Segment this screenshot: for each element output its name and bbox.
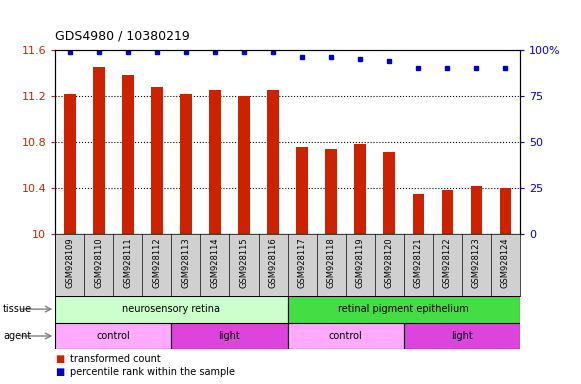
Text: GSM928118: GSM928118 bbox=[327, 237, 336, 288]
Bar bbox=[354, 144, 366, 234]
Bar bbox=[93, 67, 105, 234]
Text: GSM928116: GSM928116 bbox=[268, 237, 278, 288]
Text: GSM928115: GSM928115 bbox=[239, 237, 249, 288]
Bar bbox=[171, 323, 288, 349]
Text: GSM928119: GSM928119 bbox=[356, 237, 365, 288]
Text: light: light bbox=[451, 331, 473, 341]
Text: transformed count: transformed count bbox=[70, 354, 160, 364]
Text: GDS4980 / 10380219: GDS4980 / 10380219 bbox=[55, 29, 190, 42]
Text: GSM928114: GSM928114 bbox=[210, 237, 220, 288]
Text: control: control bbox=[329, 331, 363, 341]
Text: GSM928110: GSM928110 bbox=[94, 237, 103, 288]
Bar bbox=[288, 323, 404, 349]
Text: GSM928123: GSM928123 bbox=[472, 237, 481, 288]
Bar bbox=[55, 296, 288, 323]
Text: GSM928113: GSM928113 bbox=[181, 237, 191, 288]
Bar bbox=[122, 75, 134, 234]
Text: GSM928109: GSM928109 bbox=[65, 237, 74, 288]
Text: retinal pigment epithelium: retinal pigment epithelium bbox=[338, 304, 469, 314]
Bar bbox=[500, 188, 511, 234]
Bar bbox=[288, 296, 520, 323]
Text: control: control bbox=[96, 331, 130, 341]
Bar bbox=[383, 152, 395, 234]
Bar bbox=[267, 90, 279, 234]
Text: GSM928117: GSM928117 bbox=[297, 237, 307, 288]
Bar bbox=[151, 87, 163, 234]
Text: percentile rank within the sample: percentile rank within the sample bbox=[70, 367, 235, 377]
Text: GSM928112: GSM928112 bbox=[152, 237, 162, 288]
Bar bbox=[442, 190, 453, 234]
Bar bbox=[325, 149, 337, 234]
Text: GSM928122: GSM928122 bbox=[443, 237, 452, 288]
Text: ■: ■ bbox=[55, 354, 64, 364]
Bar bbox=[404, 323, 520, 349]
Bar bbox=[64, 94, 76, 234]
Text: ■: ■ bbox=[55, 367, 64, 377]
Text: GSM928111: GSM928111 bbox=[123, 237, 132, 288]
Bar bbox=[471, 186, 482, 234]
Bar bbox=[413, 194, 424, 234]
Text: light: light bbox=[218, 331, 241, 341]
Bar bbox=[180, 94, 192, 234]
Text: GSM928120: GSM928120 bbox=[385, 237, 394, 288]
Text: agent: agent bbox=[3, 331, 31, 341]
Bar bbox=[238, 96, 250, 234]
Bar bbox=[296, 147, 308, 234]
Text: neurosensory retina: neurosensory retina bbox=[123, 304, 220, 314]
Text: tissue: tissue bbox=[3, 304, 32, 314]
Text: GSM928124: GSM928124 bbox=[501, 237, 510, 288]
Bar bbox=[209, 90, 221, 234]
Text: GSM928121: GSM928121 bbox=[414, 237, 423, 288]
Bar bbox=[55, 323, 171, 349]
